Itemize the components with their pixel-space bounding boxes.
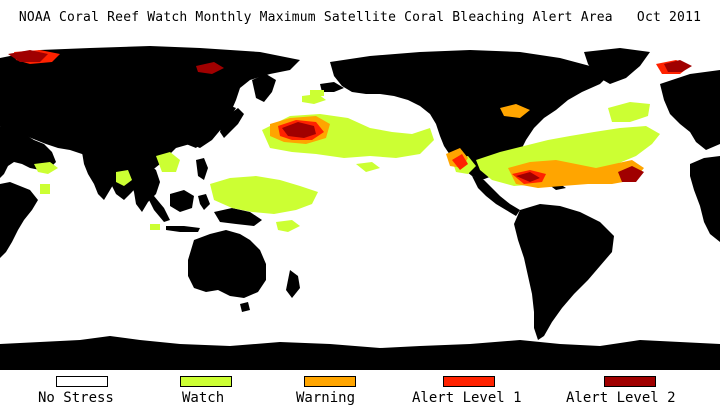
north-america bbox=[330, 50, 610, 180]
alert-level-2-areas bbox=[8, 50, 692, 182]
java bbox=[166, 226, 200, 232]
antarctica bbox=[0, 336, 720, 370]
world-map-svg bbox=[0, 44, 720, 370]
watch-speck-4 bbox=[604, 148, 618, 156]
japan bbox=[220, 108, 244, 138]
watch-arabian-sea bbox=[34, 162, 58, 174]
tasmania bbox=[240, 302, 250, 312]
sulawesi bbox=[198, 194, 210, 210]
legend-swatch-alert-level-1 bbox=[443, 376, 495, 387]
legend: No Stress Watch Warning Alert Level 1 Al… bbox=[0, 376, 720, 411]
alaska-peninsula bbox=[320, 82, 344, 92]
borneo bbox=[170, 190, 194, 212]
africa-east bbox=[0, 182, 38, 258]
watch-speck-2 bbox=[150, 224, 160, 230]
northern-eurasia bbox=[0, 46, 300, 200]
new-zealand bbox=[286, 270, 300, 298]
watch-speck-3 bbox=[40, 184, 50, 194]
southeast-asia bbox=[130, 162, 160, 212]
bleaching-alert-map bbox=[0, 44, 720, 370]
africa-west-edge bbox=[690, 156, 720, 242]
warning-north-atlantic bbox=[500, 104, 530, 118]
alert1-mexico bbox=[452, 154, 468, 170]
east-asia bbox=[164, 100, 236, 148]
sumatra bbox=[146, 194, 170, 222]
watch-bay-of-bengal bbox=[116, 170, 132, 186]
watch-nw-atlantic bbox=[608, 102, 650, 122]
alert2-arctic-east bbox=[664, 60, 692, 72]
alert2-caribbean bbox=[516, 172, 540, 182]
title-text: NOAA Coral Reef Watch Monthly Maximum Sa… bbox=[18, 10, 613, 25]
watch-bering bbox=[302, 94, 326, 104]
philippines bbox=[196, 158, 208, 180]
alert2-north-atlantic-coast bbox=[618, 166, 644, 182]
watch-south-china-sea bbox=[156, 152, 180, 172]
watch-hawaii-band bbox=[356, 162, 380, 172]
legend-label-watch: Watch bbox=[182, 390, 225, 406]
legend-swatch-watch bbox=[180, 376, 232, 387]
legend-label-alert-level-1: Alert Level 1 bbox=[412, 390, 522, 406]
alert2-barents bbox=[8, 50, 48, 62]
south-america bbox=[514, 204, 614, 340]
watch-speck-1 bbox=[310, 90, 324, 96]
central-america bbox=[472, 176, 520, 216]
watch-micronesia bbox=[276, 220, 300, 232]
india bbox=[82, 152, 118, 200]
legend-label-warning: Warning bbox=[296, 390, 356, 406]
legend-swatch-warning bbox=[304, 376, 356, 387]
new-guinea bbox=[214, 208, 262, 226]
title-date: Oct 2011 bbox=[636, 10, 702, 25]
europe-east-edge bbox=[660, 70, 720, 150]
legend-label-alert-level-2: Alert Level 2 bbox=[566, 390, 676, 406]
alert2-okhotsk bbox=[196, 62, 224, 74]
legend-label-no-stress: No Stress bbox=[38, 390, 114, 406]
legend-swatch-alert-level-2 bbox=[604, 376, 656, 387]
australia bbox=[188, 230, 266, 298]
alert2-north-pacific bbox=[282, 122, 316, 138]
kamchatka bbox=[252, 74, 276, 102]
watch-specks bbox=[40, 90, 618, 230]
map-title: NOAA Coral Reef Watch Monthly Maximum Sa… bbox=[0, 10, 720, 25]
watch-west-pacific bbox=[210, 176, 318, 214]
legend-swatch-no-stress bbox=[56, 376, 108, 387]
greenland bbox=[584, 48, 650, 84]
